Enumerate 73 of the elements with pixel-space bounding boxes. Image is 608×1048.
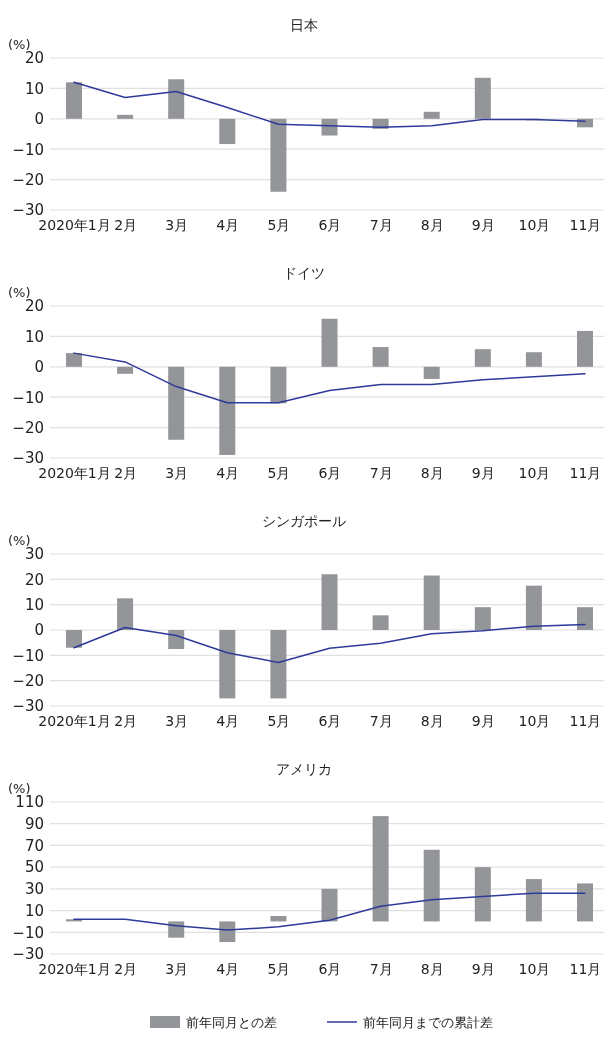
x-tick-label: 7月 [369,960,393,977]
x-tick-label: 6月 [318,464,342,481]
x-tick-label: 9月 [471,960,495,977]
x-tick-label: 5月 [267,712,291,729]
y-tick-label: 30 [24,880,44,899]
x-tick-label: 3月 [165,216,189,233]
y-tick-label: 10 [24,901,44,920]
x-tick-label: 6月 [318,712,342,729]
x-tick-label: 3月 [165,960,189,977]
y-tick-label: 0 [34,110,44,129]
y-axis-title: (%) [8,37,31,52]
chart-title: ドイツ [283,265,325,281]
chart-title: シンガポール [262,513,346,529]
x-tick-label: 7月 [369,216,393,233]
y-axis-title: (%) [8,781,31,796]
x-tick-label: 4月 [216,960,240,977]
x-tick-label: 8月 [420,712,444,729]
x-tick-label: 10月 [518,712,551,729]
x-tick-label: 9月 [471,464,495,481]
x-tick-label: 9月 [471,216,495,233]
x-tick-label: 11月 [569,960,602,977]
x-tick-label: 4月 [216,464,240,481]
y-tick-label: −20 [12,418,44,437]
y-tick-label: 110 [15,793,44,812]
x-tick-label: 6月 [318,216,342,233]
x-tick-label: 5月 [267,464,291,481]
x-tick-label: 2月 [114,216,138,233]
y-tick-label: −10 [12,388,44,407]
legend-label: 前年同月までの累計差 [363,1015,493,1030]
y-tick-label: 10 [24,327,44,346]
chart-title: アメリカ [276,761,332,777]
x-tick-label: 10月 [518,216,551,233]
y-tick-label: −10 [12,140,44,159]
y-axis-title: (%) [8,285,31,300]
y-tick-label: 50 [24,858,44,877]
y-tick-label: 0 [34,358,44,377]
chart-title: 日本 [290,17,318,33]
x-tick-label: 8月 [420,464,444,481]
legend-label: 前年同月との差 [186,1015,277,1030]
y-tick-label: 10 [24,595,44,614]
y-tick-label: −20 [12,671,44,690]
x-tick-label: 11月 [569,464,602,481]
y-tick-label: 70 [24,836,44,855]
x-tick-label: 11月 [569,216,602,233]
x-tick-label: 2月 [114,712,138,729]
y-tick-label: 20 [24,49,44,68]
y-tick-label: 20 [24,297,44,316]
x-tick-label: 11月 [569,712,602,729]
x-tick-label: 6月 [318,960,342,977]
y-tick-label: −10 [12,923,44,942]
y-tick-label: −20 [12,170,44,189]
x-tick-label: 3月 [165,464,189,481]
x-tick-label: 2月 [114,960,138,977]
x-tick-label: 8月 [420,960,444,977]
x-tick-label: 3月 [165,712,189,729]
x-tick-label: 4月 [216,712,240,729]
y-tick-label: 0 [34,621,44,640]
x-tick-label: 7月 [369,464,393,481]
y-tick-label: 20 [24,570,44,589]
x-tick-label: 8月 [420,216,444,233]
y-tick-label: 30 [24,545,44,564]
y-axis-title: (%) [8,533,31,548]
y-tick-label: −10 [12,646,44,665]
x-tick-label: 10月 [518,960,551,977]
x-tick-label: 7月 [369,712,393,729]
x-tick-label: 5月 [267,960,291,977]
y-tick-label: 10 [24,79,44,98]
x-tick-label: 2月 [114,464,138,481]
y-tick-label: 90 [24,815,44,834]
x-tick-label: 10月 [518,464,551,481]
x-tick-label: 9月 [471,712,495,729]
x-tick-label: 4月 [216,216,240,233]
x-tick-label: 5月 [267,216,291,233]
